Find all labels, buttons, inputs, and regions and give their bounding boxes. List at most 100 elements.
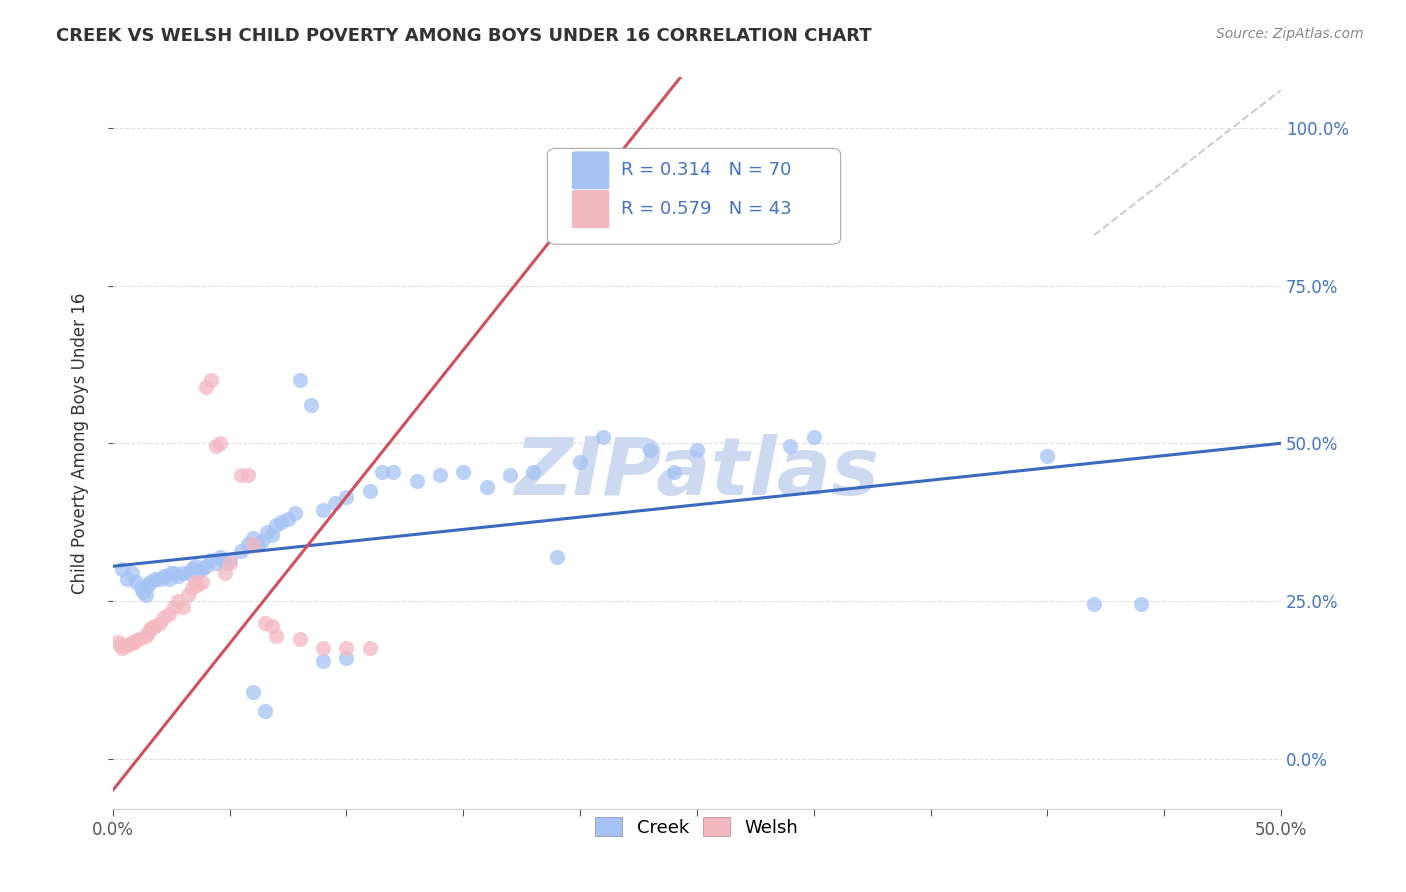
- Point: [132, 584, 155, 599]
- Point: [242, 531, 264, 545]
- Point: [153, 609, 176, 624]
- Point: [270, 515, 292, 529]
- Point: [167, 568, 190, 582]
- Point: [129, 582, 152, 596]
- Point: [686, 442, 709, 457]
- Point: [111, 562, 134, 576]
- Point: [803, 430, 825, 444]
- Point: [195, 559, 218, 574]
- Point: [592, 430, 614, 444]
- Point: [370, 465, 392, 479]
- Point: [121, 636, 143, 650]
- Text: Source: ZipAtlas.com: Source: ZipAtlas.com: [1216, 27, 1364, 41]
- Point: [312, 641, 335, 656]
- Point: [172, 600, 194, 615]
- Point: [238, 467, 260, 482]
- Point: [522, 465, 544, 479]
- Point: [153, 568, 176, 582]
- Point: [266, 629, 288, 643]
- Point: [190, 562, 212, 576]
- Point: [359, 641, 381, 656]
- Point: [284, 506, 307, 520]
- Point: [136, 625, 159, 640]
- Point: [195, 379, 218, 393]
- Point: [115, 572, 138, 586]
- Point: [143, 619, 166, 633]
- Point: [162, 566, 184, 580]
- Point: [238, 537, 260, 551]
- Point: [139, 623, 162, 637]
- Point: [122, 635, 145, 649]
- Point: [200, 373, 222, 387]
- Point: [499, 467, 522, 482]
- Point: [148, 572, 170, 586]
- Point: [288, 373, 311, 387]
- Point: [312, 654, 335, 668]
- Point: [218, 553, 240, 567]
- Point: [111, 641, 134, 656]
- FancyBboxPatch shape: [572, 190, 609, 228]
- Point: [218, 556, 240, 570]
- Point: [260, 527, 283, 541]
- Point: [200, 553, 222, 567]
- Point: [214, 556, 236, 570]
- Point: [429, 467, 451, 482]
- Point: [190, 575, 212, 590]
- Point: [176, 588, 198, 602]
- Point: [160, 566, 183, 580]
- Point: [143, 572, 166, 586]
- Point: [135, 588, 157, 602]
- Point: [569, 455, 592, 469]
- Point: [638, 442, 661, 457]
- Point: [136, 578, 159, 592]
- Point: [253, 615, 276, 630]
- Point: [142, 620, 165, 634]
- Point: [162, 600, 184, 615]
- Text: R = 0.314   N = 70: R = 0.314 N = 70: [621, 161, 792, 179]
- Point: [1083, 597, 1105, 611]
- Point: [246, 537, 269, 551]
- Point: [183, 575, 205, 590]
- Point: [335, 650, 357, 665]
- Point: [242, 537, 264, 551]
- Point: [183, 559, 205, 574]
- Legend: Creek, Welsh: Creek, Welsh: [588, 810, 806, 844]
- Point: [405, 474, 427, 488]
- Text: R = 0.579   N = 43: R = 0.579 N = 43: [621, 200, 792, 219]
- Point: [323, 496, 346, 510]
- Point: [779, 439, 801, 453]
- Point: [139, 575, 162, 590]
- Point: [1036, 449, 1059, 463]
- Point: [186, 566, 208, 580]
- Point: [148, 615, 170, 630]
- Point: [115, 638, 138, 652]
- Point: [214, 566, 236, 580]
- Point: [277, 512, 299, 526]
- Point: [108, 638, 131, 652]
- FancyBboxPatch shape: [572, 152, 609, 189]
- Point: [157, 607, 180, 621]
- Text: CREEK VS WELSH CHILD POVERTY AMONG BOYS UNDER 16 CORRELATION CHART: CREEK VS WELSH CHILD POVERTY AMONG BOYS …: [56, 27, 872, 45]
- Point: [359, 483, 381, 498]
- Point: [256, 524, 278, 539]
- Point: [312, 502, 335, 516]
- Point: [186, 578, 208, 592]
- Point: [125, 575, 148, 590]
- Point: [204, 439, 226, 453]
- Point: [181, 562, 204, 576]
- Y-axis label: Child Poverty Among Boys Under 16: Child Poverty Among Boys Under 16: [72, 293, 89, 594]
- FancyBboxPatch shape: [547, 148, 841, 244]
- Point: [288, 632, 311, 646]
- Point: [114, 640, 136, 654]
- Point: [167, 594, 190, 608]
- Point: [157, 572, 180, 586]
- Point: [209, 436, 232, 450]
- Point: [382, 465, 405, 479]
- Point: [204, 556, 226, 570]
- Point: [121, 566, 143, 580]
- Text: ZIPatlas: ZIPatlas: [515, 434, 879, 511]
- Point: [253, 704, 276, 718]
- Point: [231, 543, 253, 558]
- Point: [1129, 597, 1152, 611]
- Point: [242, 685, 264, 699]
